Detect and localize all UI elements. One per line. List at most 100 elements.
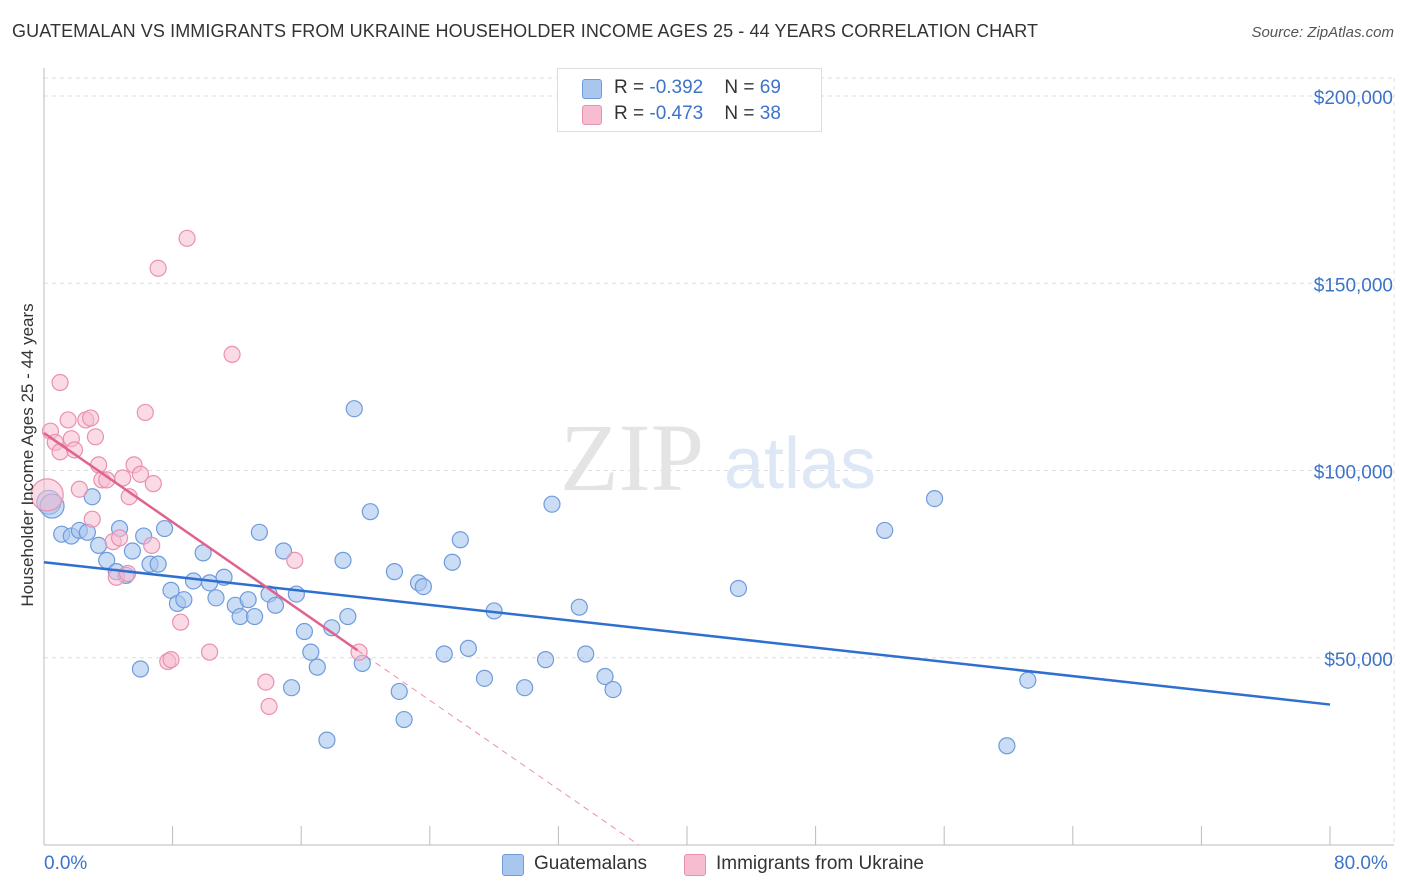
point-guatemalans [318,731,336,749]
point-ukraine [223,345,241,364]
point-guatemalans [175,591,193,609]
point-ukraine [162,651,180,669]
point-guatemalans [131,660,150,678]
point-guatemalans [308,658,326,676]
point-guatemalans [123,542,142,560]
legend-r-label: R = [614,103,650,124]
point-ukraine [172,613,190,631]
trend-line-ukraine [43,432,359,652]
point-ukraine [51,373,69,392]
point-guatemalans [1019,671,1037,689]
point-guatemalans [998,737,1016,755]
point-guatemalans [334,551,352,569]
watermark-zip: ZIP [560,404,704,511]
bottom-legend-swatch-blue [502,854,524,876]
point-guatemalans [339,607,357,626]
axes [43,68,1394,846]
point-guatemalans [876,521,894,540]
y-tick-label-2: $150,000 [1314,275,1393,296]
legend-swatch-blue [582,79,602,99]
bottom-legend-label-guatemalans: Guatemalans [534,853,648,874]
point-guatemalans [414,577,432,596]
bottom-legend-swatch-pink [684,854,706,876]
legend-r-value: -0.473 [649,103,704,124]
watermark-atlas: atlas [724,424,876,504]
x-tick-label-max: 80.0% [1334,853,1388,874]
point-guatemalans [266,596,285,614]
point-ukraine [257,673,275,691]
point-ukraine [131,465,150,483]
point-ukraine [144,475,162,493]
legend-n-value: 38 [759,103,781,124]
point-guatemalans [345,400,363,418]
trend-lines [43,432,1331,846]
legend-r-value: -0.392 [649,77,704,98]
point-guatemalans [282,679,301,697]
point-ukraine [110,529,129,547]
point-guatemalans [302,643,320,661]
point-guatemalans [577,645,595,663]
legend-n-value: 69 [759,77,781,98]
point-guatemalans [475,669,494,687]
point-guatemalans [385,563,404,581]
series-ukraine [30,229,368,716]
point-guatemalans [395,710,413,729]
y-tick-label-3: $200,000 [1314,88,1393,109]
point-guatemalans [200,574,219,592]
y-tick-label-1: $100,000 [1314,463,1393,484]
y-axis-label: Householder Income Ages 25 - 44 years [18,303,37,607]
point-guatemalans [596,667,614,686]
point-guatemalans [250,523,269,541]
x-tick-label-min: 0.0% [44,853,88,874]
point-guatemalans [245,607,264,626]
source-label: Source: ZipAtlas.com [1251,24,1394,41]
point-ukraine [260,697,278,716]
watermark: ZIP atlas [560,404,876,511]
point-guatemalans [516,679,534,697]
point-ukraine [200,643,219,661]
legend-swatch-pink [582,105,602,125]
legend: R = -0.392 N = 69 R = -0.473 N = 38 [557,68,822,132]
point-guatemalans [184,572,203,590]
grid-lines [44,77,1395,845]
point-ukraine [178,229,196,247]
legend-n-label: N = [724,103,760,124]
point-ukraine [59,411,77,429]
trend-line-ukraine-extension [357,649,640,846]
point-ukraine [86,428,105,446]
point-guatemalans [570,598,588,616]
point-ukraine [114,469,132,487]
y-tick-label-0: $50,000 [1324,650,1393,671]
point-ukraine [136,403,154,422]
point-ukraine [149,259,167,277]
point-guatemalans [925,489,944,508]
point-guatemalans [295,622,314,641]
point-guatemalans [155,519,174,538]
point-ukraine [143,536,161,555]
trend-line-guatemalans [43,561,1331,706]
legend-n-label: N = [724,77,760,98]
point-guatemalans [274,542,293,560]
point-ukraine [286,551,304,569]
point-guatemalans [239,591,257,609]
point-ukraine [51,443,69,461]
point-guatemalans [390,682,408,701]
bottom-legend-label-ukraine: Immigrants from Ukraine [716,853,924,874]
point-guatemalans [729,579,748,598]
point-guatemalans [207,589,225,607]
y-tick-labels: $50,000 $100,000 $150,000 $200,000 [1314,88,1393,671]
point-guatemalans [149,555,167,573]
point-ukraine [70,480,88,498]
point-ukraine [118,564,137,583]
legend-r-label: R = [614,77,650,98]
point-guatemalans [459,639,477,657]
point-guatemalans [90,536,108,555]
point-guatemalans [536,651,555,669]
point-guatemalans [435,645,453,663]
point-guatemalans [231,607,249,626]
point-guatemalans [604,680,622,699]
point-guatemalans [543,495,561,513]
point-ukraine [30,478,64,512]
point-ukraine [83,510,101,528]
point-guatemalans [451,531,469,549]
